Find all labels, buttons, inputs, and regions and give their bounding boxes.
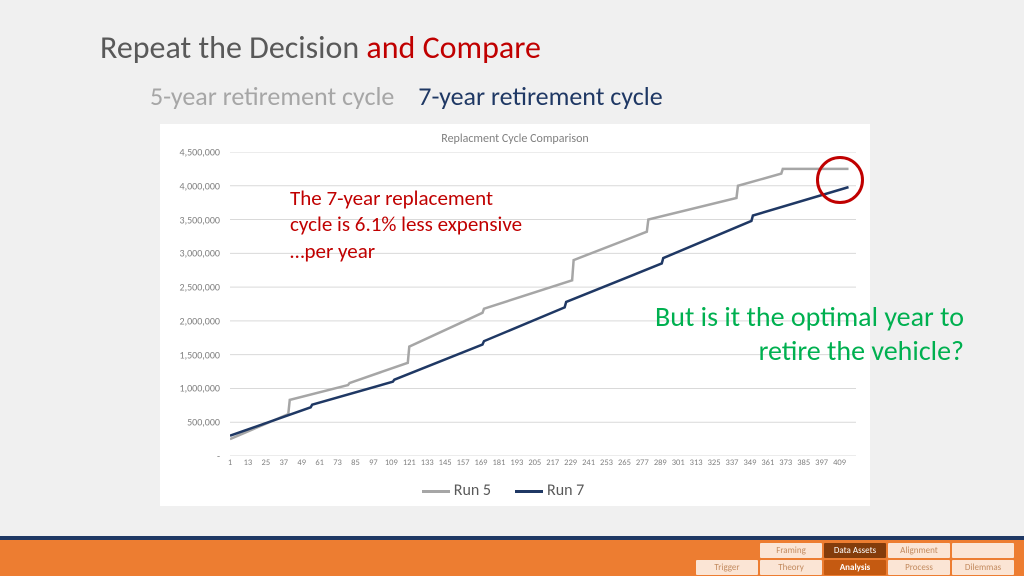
x-tick-label: 1 — [228, 458, 232, 468]
annotation-red: The 7-year replacement cycle is 6.1% les… — [290, 185, 530, 264]
x-tick-label: 313 — [690, 458, 703, 468]
x-tick-label: 193 — [510, 458, 523, 468]
y-tick-label: 500,000 — [187, 416, 220, 429]
nav-analysis[interactable]: Analysis — [824, 560, 886, 575]
x-tick-label: 325 — [708, 458, 721, 468]
x-tick-label: 85 — [351, 458, 360, 468]
y-tick-label: 2,000,000 — [180, 314, 220, 327]
x-tick-label: 205 — [528, 458, 541, 468]
x-tick-label: 397 — [815, 458, 828, 468]
title-part1: Repeat the Decision — [100, 28, 366, 67]
annotation-green: But is it the optimal year to retire the… — [654, 300, 964, 367]
title-part2: and Compare — [366, 28, 540, 67]
y-tick-label: 4,000,000 — [180, 179, 220, 192]
nav-trigger[interactable]: Trigger — [696, 560, 758, 575]
y-tick-label: 1,000,000 — [180, 382, 220, 395]
x-axis-labels: 1 13 25 37 49 61 73 85 97 109 121 133 145 157 169 181 19… — [230, 458, 856, 470]
legend-swatch — [422, 490, 450, 493]
y-axis-labels: -500,0001,000,0001,500,0002,000,0002,500… — [160, 152, 226, 456]
x-tick-label: 145 — [439, 458, 452, 468]
x-tick-label: 157 — [457, 458, 470, 468]
x-tick-label: 409 — [833, 458, 846, 468]
slide-title: Repeat the Decision and Compare — [100, 28, 541, 67]
x-tick-label: 229 — [564, 458, 577, 468]
x-tick-label: 217 — [546, 458, 559, 468]
y-tick-label: 4,500,000 — [180, 146, 220, 159]
x-tick-label: 373 — [779, 458, 792, 468]
x-tick-label: 289 — [654, 458, 667, 468]
legend-label: Run 5 — [454, 481, 491, 500]
x-tick-label: 253 — [600, 458, 613, 468]
x-tick-label: 61 — [315, 458, 324, 468]
x-tick-label: 109 — [385, 458, 398, 468]
legend-item: Run 5 — [422, 481, 491, 500]
y-tick-label: - — [217, 450, 220, 463]
highlight-circle — [816, 156, 864, 204]
x-tick-label: 133 — [421, 458, 434, 468]
nav-process[interactable]: Process — [888, 560, 950, 575]
x-tick-label: 337 — [726, 458, 739, 468]
x-tick-label: 301 — [672, 458, 685, 468]
chart-title: Replacment Cycle Comparison — [160, 132, 870, 146]
x-tick-label: 37 — [279, 458, 288, 468]
x-tick-label: 349 — [743, 458, 756, 468]
legend-swatch — [515, 490, 543, 493]
x-tick-label: 169 — [475, 458, 488, 468]
nav-alignment[interactable]: Alignment — [888, 543, 950, 558]
nav-theory[interactable]: Theory — [760, 560, 822, 575]
chart-legend: Run 5 Run 7 — [160, 481, 870, 500]
nav-dilemmas[interactable]: Dilemmas — [952, 560, 1014, 575]
x-tick-label: 25 — [262, 458, 271, 468]
x-tick-label: 385 — [797, 458, 810, 468]
slide-root: Repeat the Decision and Compare 5-year r… — [0, 0, 1024, 576]
y-tick-label: 3,500,000 — [180, 213, 220, 226]
x-tick-label: 13 — [244, 458, 253, 468]
nav-framing[interactable]: Framing — [760, 543, 822, 558]
x-tick-label: 277 — [636, 458, 649, 468]
slide-subtitle: 5-year retirement cycle 7-year retiremen… — [150, 80, 663, 112]
x-tick-label: 73 — [333, 458, 342, 468]
x-tick-label: 97 — [369, 458, 378, 468]
legend-item: Run 7 — [515, 481, 584, 500]
x-tick-label: 49 — [297, 458, 306, 468]
x-tick-label: 241 — [582, 458, 595, 468]
x-tick-label: 181 — [492, 458, 505, 468]
nav-grid: FramingData AssetsAlignment TriggerTheory… — [696, 543, 1014, 575]
nav-data-assets[interactable]: Data Assets — [824, 543, 886, 558]
nav-blank — [952, 543, 1014, 558]
subtitle-right: 7-year retirement cycle — [418, 80, 662, 112]
y-tick-label: 2,500,000 — [180, 281, 220, 294]
subtitle-left: 5-year retirement cycle — [150, 80, 394, 112]
legend-label: Run 7 — [547, 481, 584, 500]
y-tick-label: 1,500,000 — [180, 348, 220, 361]
y-tick-label: 3,000,000 — [180, 247, 220, 260]
x-tick-label: 121 — [403, 458, 416, 468]
x-tick-label: 361 — [761, 458, 774, 468]
footer-bar: FramingData AssetsAlignment TriggerTheory… — [0, 536, 1024, 576]
x-tick-label: 265 — [618, 458, 631, 468]
